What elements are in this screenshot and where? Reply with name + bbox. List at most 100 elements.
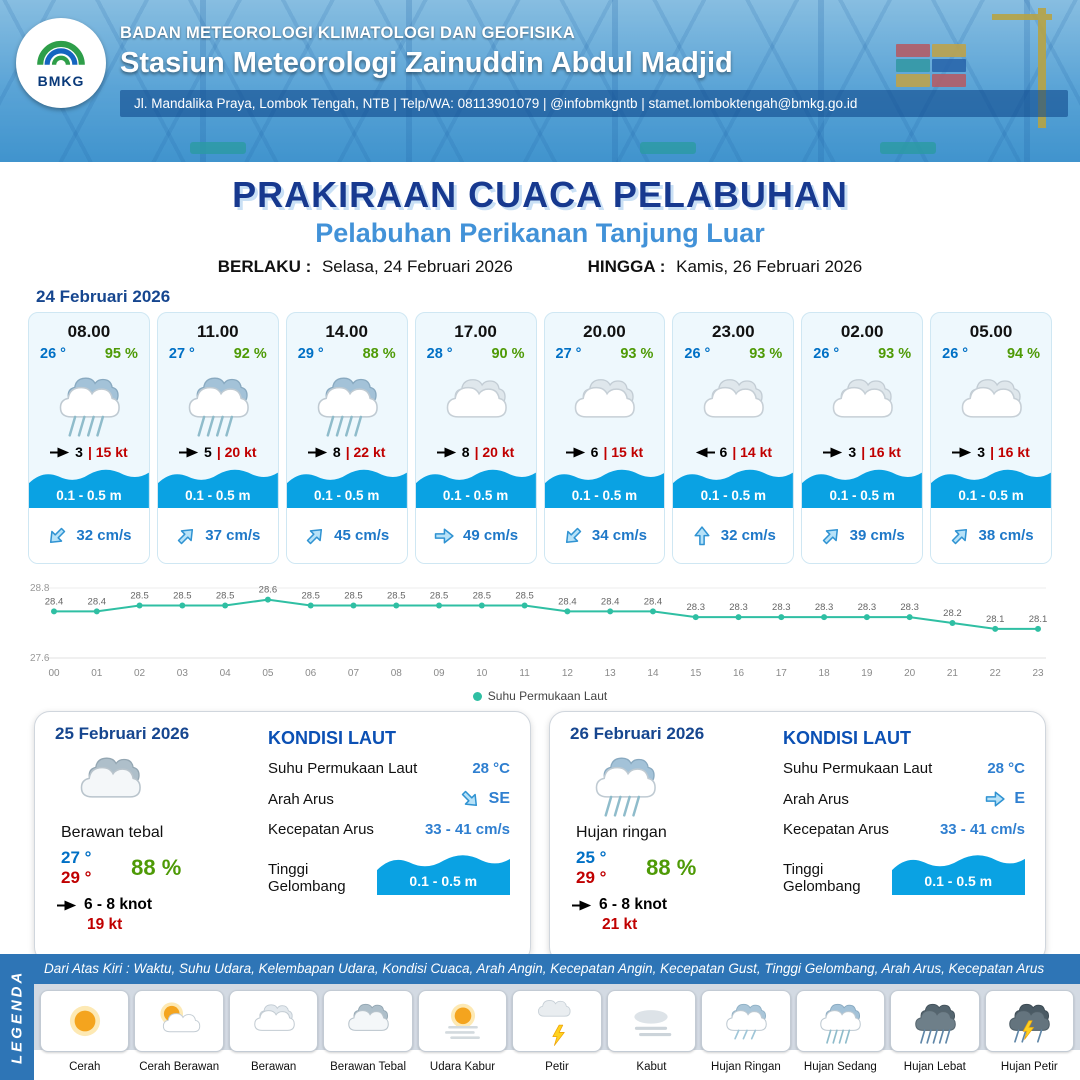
chart-point xyxy=(863,614,870,621)
x-axis-label: 06 xyxy=(305,668,317,679)
current-direction-icon xyxy=(557,520,588,551)
chart-value-label: 28.1 xyxy=(1029,614,1048,625)
weather-icon xyxy=(673,362,793,444)
legend-label: Hujan Petir xyxy=(1000,1060,1058,1073)
current-speed-label: Kecepatan Arus xyxy=(783,821,889,838)
chart-value-label: 28.3 xyxy=(815,602,834,613)
card-wave-height: 0.1 - 0.5 m xyxy=(29,464,149,508)
forecast-card: 20.00 27 ° 93 % 6 | 15 kt 0.1 - 0.5 m 34… xyxy=(543,312,666,564)
station-name: Stasiun Meteorologi Zainuddin Abdul Madj… xyxy=(120,47,733,79)
wave-height-label: Tinggi Gelombang xyxy=(268,861,346,895)
wave-shape xyxy=(544,469,665,508)
card-current-speed: 32 cm/s xyxy=(720,527,776,544)
daily-temps: 27 ° 88 % 29 ° xyxy=(61,848,201,888)
card-wind-speed: 3 xyxy=(75,444,83,460)
chart-point xyxy=(393,602,400,609)
daily-card: 25 Februari 2026 Berawan tebal 27 ° 88 %… xyxy=(34,711,531,963)
sea-conditions-title: KONDISI LAUT xyxy=(783,728,911,748)
chart-point xyxy=(307,602,314,609)
chart-legend-label: Suhu Permukaan Laut xyxy=(487,689,608,703)
card-wind-speed: 3 xyxy=(977,444,986,460)
wind-direction-icon xyxy=(952,446,972,459)
wind-direction-icon xyxy=(307,446,328,459)
card-current-speed: 34 cm/s xyxy=(591,527,647,544)
chart-point xyxy=(607,608,614,615)
legend-item: Kabut xyxy=(606,990,697,1079)
card-temperature: 26 ° xyxy=(942,346,969,362)
card-temperature: 26 ° xyxy=(813,346,840,362)
card-wave-height: 0.1 - 0.5 m xyxy=(415,464,536,508)
card-temp-humidity: 26 ° 93 % xyxy=(802,346,922,362)
card-time: 08.00 xyxy=(67,322,111,341)
card-current-speed: 39 cm/s xyxy=(849,527,905,544)
card-temp-humidity: 27 ° 93 % xyxy=(545,346,665,362)
wave-shape xyxy=(415,469,536,508)
weather-icon xyxy=(287,362,407,444)
wave-shape xyxy=(29,469,149,508)
sea-conditions: KONDISI LAUT Suhu Permukaan Laut 28 °C A… xyxy=(783,724,1025,952)
daily-wind-range: 6 - 8 knot xyxy=(84,896,153,913)
sun-icon xyxy=(40,990,130,1052)
x-axis-label: 00 xyxy=(48,668,60,679)
wave-shape xyxy=(157,469,278,508)
card-wave-value: 0.1 - 0.5 m xyxy=(314,488,380,503)
legend-label: Berawan Tebal xyxy=(330,1060,407,1073)
daily-temp-max: 29 ° xyxy=(61,868,92,887)
daily-cards-row: 25 Februari 2026 Berawan tebal 27 ° 88 %… xyxy=(0,711,1080,963)
chart-value-label: 28.1 xyxy=(986,614,1005,625)
daily-card: 26 Februari 2026 Hujan ringan 25 ° 88 % … xyxy=(549,711,1046,963)
chart-value-label: 28.5 xyxy=(387,591,406,602)
daily-date: 26 Februari 2026 xyxy=(570,724,705,743)
sst-row: Suhu Permukaan Laut 28 °C xyxy=(783,760,1025,777)
legend-item: Udara Kabur xyxy=(417,990,508,1079)
chart-value-label: 28.5 xyxy=(216,591,235,602)
card-temperature: 28 ° xyxy=(426,346,453,362)
daily-temp-max: 29 ° xyxy=(576,868,607,887)
current-speed-label: Kecepatan Arus xyxy=(268,821,374,838)
legenda-vertical-label: LEGENDA xyxy=(0,954,34,1080)
x-axis-label: 10 xyxy=(476,668,488,679)
card-current-speed: 32 cm/s xyxy=(76,527,132,544)
daily-temp-min: 25 ° xyxy=(576,848,607,867)
chart-point xyxy=(521,602,528,609)
card-current: 37 cm/s xyxy=(157,508,278,563)
legend-label: Hujan Sedang xyxy=(803,1060,877,1073)
chart-point xyxy=(436,602,443,609)
haze-icon xyxy=(417,990,508,1052)
wind-direction-icon xyxy=(695,446,715,459)
chart-value-label: 28.5 xyxy=(173,591,192,602)
chart-value-label: 28.4 xyxy=(88,596,107,607)
wave-chip: 0.1 - 0.5 m xyxy=(891,849,1025,895)
chart-point xyxy=(350,602,357,609)
x-axis-label: 23 xyxy=(1032,668,1044,679)
chart-point xyxy=(136,602,143,609)
x-axis-label: 22 xyxy=(990,668,1002,679)
wave-height-value: 0.1 - 0.5 m xyxy=(924,873,993,889)
card-wave-value: 0.1 - 0.5 m xyxy=(56,488,122,503)
card-wind: 5 | 20 kt xyxy=(158,444,278,460)
legend-label: Udara Kabur xyxy=(429,1060,496,1073)
chart-value-label: 28.3 xyxy=(772,602,791,613)
card-wave-height: 0.1 - 0.5 m xyxy=(673,464,794,508)
card-humidity: 94 % xyxy=(1006,346,1040,362)
daily-wind-range: 6 - 8 knot xyxy=(599,896,668,913)
card-wind: 3 | 16 kt xyxy=(931,444,1051,460)
x-axis-label: 20 xyxy=(904,668,916,679)
legend-label: Hujan Ringan xyxy=(711,1060,781,1073)
sst-value: 28 °C xyxy=(987,760,1025,777)
rain-heavy-icon xyxy=(890,990,980,1052)
card-wind-gust: | 20 kt xyxy=(216,444,257,460)
card-wave-value: 0.1 - 0.5 m xyxy=(958,488,1024,503)
card-time: 20.00 xyxy=(583,322,626,341)
legend-item: Cerah xyxy=(40,990,130,1079)
bmkg-logo: BMKG xyxy=(16,18,106,108)
card-humidity: 88 % xyxy=(362,346,396,362)
card-current: 39 cm/s xyxy=(802,508,923,563)
x-axis-label: 03 xyxy=(177,668,189,679)
x-axis-label: 19 xyxy=(861,668,873,679)
hingga-label: HINGGA : xyxy=(587,257,666,276)
page-subtitle: Pelabuhan Perikanan Tanjung Luar xyxy=(315,218,765,248)
card-wave-value: 0.1 - 0.5 m xyxy=(442,488,509,503)
chart-point xyxy=(93,608,100,615)
wave-shape xyxy=(286,469,407,508)
